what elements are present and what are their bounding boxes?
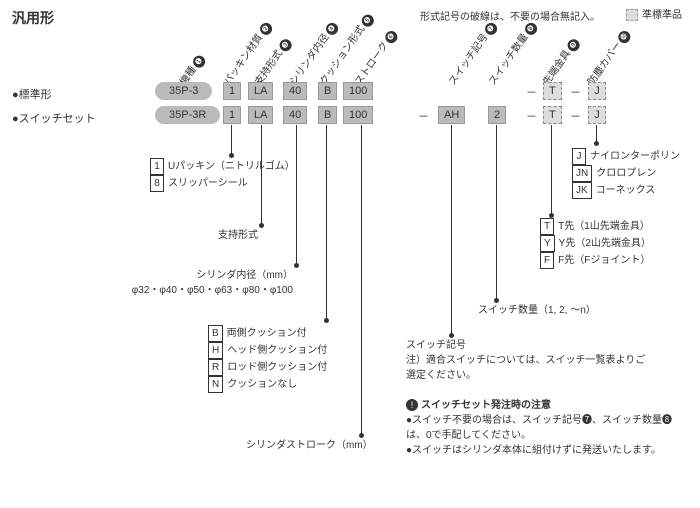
cell-b5: 100 <box>343 106 373 124</box>
cell-b1: 1 <box>223 106 241 124</box>
leader <box>296 125 297 265</box>
leader <box>326 125 327 320</box>
desc-packing: 1Uパッキン（ニトリルゴム） 8スリッパーシール <box>150 158 295 192</box>
desc-cushion: B両側クッション付 Hヘッド側クッション付 Rロッド側クッション付 Nクッション… <box>208 325 327 393</box>
warning-icon: ! <box>406 399 418 411</box>
dash: － <box>418 108 429 124</box>
cell-a2: LA <box>248 82 273 100</box>
desc-cover: Jナイロンターポリン JNクロロプレン JKコーネックス <box>572 148 680 199</box>
cell-b2: LA <box>248 106 273 124</box>
leader <box>361 125 362 435</box>
col-label-10: 防塵カバー❿ <box>583 26 633 88</box>
cell-a9: T <box>543 82 562 100</box>
desc-switch-code: スイッチ記号注）適合スイッチについては、スイッチ一覧表よりご選定ください。 <box>406 338 646 383</box>
legend: 準標準品 <box>626 6 682 21</box>
cell-b3: 40 <box>283 106 307 124</box>
dash: － <box>570 84 581 100</box>
cell-a10: J <box>588 82 606 100</box>
dash: － <box>526 108 537 124</box>
desc-support: 支持形式 <box>218 228 258 243</box>
code-1: 35P-3 <box>155 82 212 100</box>
col-label-9: 先端金具❾ <box>538 35 582 88</box>
desc-bore: シリンダ内径（mm）φ32・φ40・φ50・φ63・φ80・φ100 <box>178 268 293 298</box>
cell-b7: AH <box>438 106 465 124</box>
page-title: 汎用形 <box>12 8 54 28</box>
leader <box>551 125 552 215</box>
desc-rodend: TT先（1山先端金具） YY先（2山先端金具） FF先（Fジョイント） <box>540 218 651 269</box>
row-label-1: ●標準形 <box>12 86 52 102</box>
dash: － <box>570 108 581 124</box>
cell-a5: 100 <box>343 82 373 100</box>
desc-warning: !スイッチセット発注時の注意 ●スイッチ不要の場合は、スイッチ記号❼、スイッチ数… <box>406 398 676 458</box>
cell-a4: B <box>318 82 337 100</box>
top-note: 形式記号の破線は、不要の場合無記入。 <box>420 8 600 23</box>
cell-a1: 1 <box>223 82 241 100</box>
cell-a3: 40 <box>283 82 307 100</box>
cell-b4: B <box>318 106 337 124</box>
cell-b9: T <box>543 106 562 124</box>
desc-switch-qty: スイッチ数量（1, 2, ～n） <box>478 303 596 318</box>
code-2: 35P-3R <box>155 106 220 124</box>
leader <box>496 125 497 300</box>
desc-stroke: シリンダストローク（mm） <box>246 438 373 453</box>
cell-b8: 2 <box>488 106 506 124</box>
dash: － <box>526 84 537 100</box>
leader <box>231 125 232 155</box>
leader <box>451 125 452 335</box>
row-label-2: ●スイッチセット <box>12 110 96 126</box>
cell-b10: J <box>588 106 606 124</box>
